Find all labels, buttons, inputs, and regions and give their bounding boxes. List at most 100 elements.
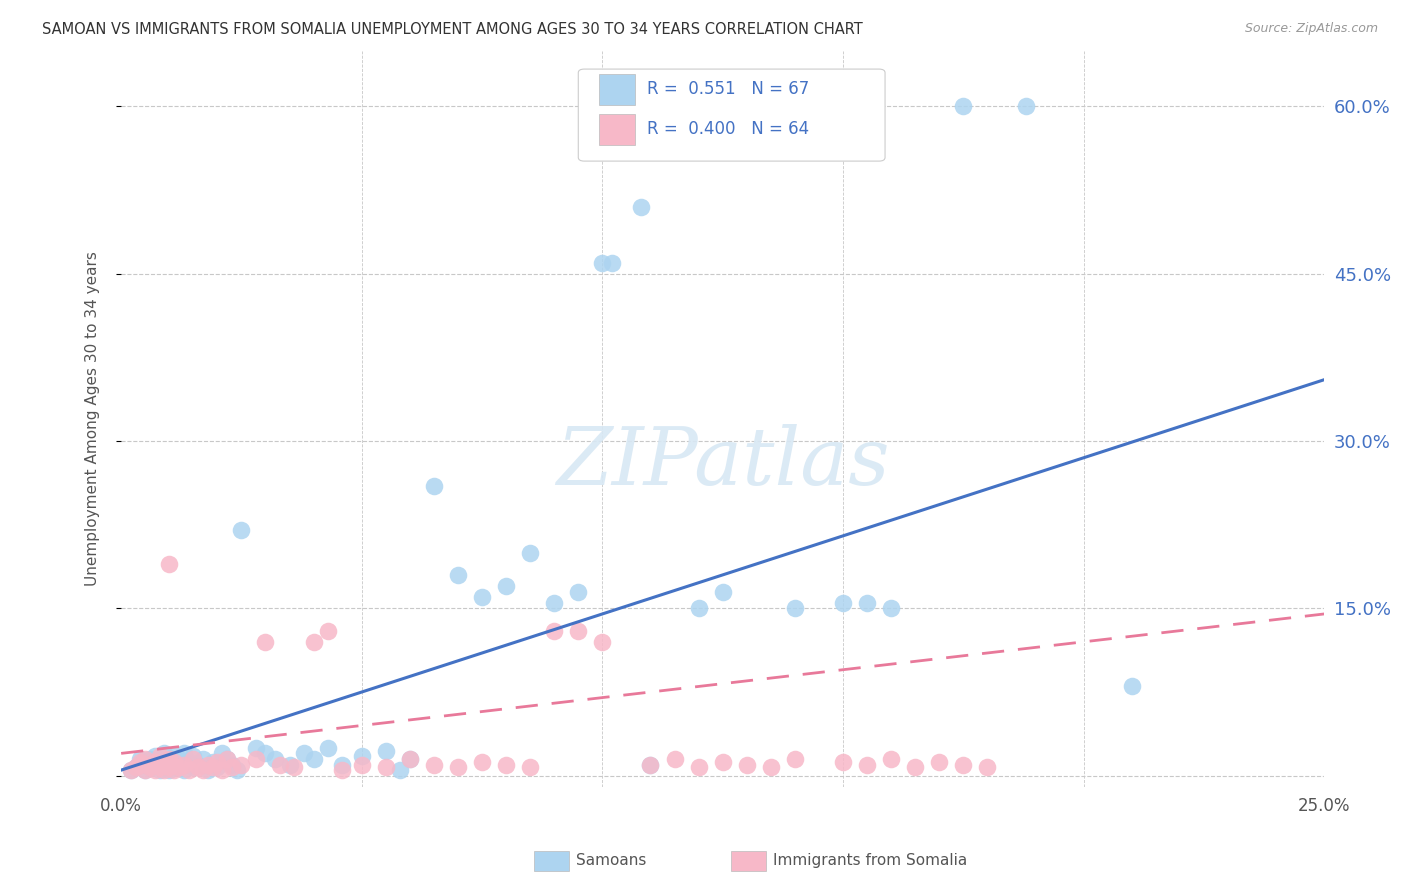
Point bbox=[157, 760, 180, 774]
Point bbox=[167, 757, 190, 772]
Point bbox=[302, 635, 325, 649]
Y-axis label: Unemployment Among Ages 30 to 34 years: Unemployment Among Ages 30 to 34 years bbox=[86, 252, 100, 586]
Point bbox=[640, 757, 662, 772]
Point bbox=[181, 748, 204, 763]
Point bbox=[783, 601, 806, 615]
Point bbox=[880, 601, 903, 615]
FancyBboxPatch shape bbox=[578, 69, 884, 161]
Point bbox=[630, 200, 652, 214]
Point bbox=[332, 763, 354, 777]
Point bbox=[181, 760, 204, 774]
Point bbox=[350, 748, 373, 763]
Point bbox=[129, 757, 152, 772]
Point bbox=[254, 635, 277, 649]
Point bbox=[181, 752, 204, 766]
Point bbox=[519, 546, 541, 560]
Point bbox=[832, 756, 855, 770]
Point bbox=[591, 635, 613, 649]
Point bbox=[543, 596, 565, 610]
Point bbox=[495, 579, 517, 593]
Point bbox=[254, 747, 277, 761]
Point bbox=[157, 557, 180, 571]
Point bbox=[976, 760, 998, 774]
Point bbox=[231, 757, 253, 772]
Point bbox=[283, 760, 305, 774]
Text: SAMOAN VS IMMIGRANTS FROM SOMALIA UNEMPLOYMENT AMONG AGES 30 TO 34 YEARS CORRELA: SAMOAN VS IMMIGRANTS FROM SOMALIA UNEMPL… bbox=[42, 22, 863, 37]
Point bbox=[664, 752, 686, 766]
Point bbox=[163, 748, 186, 763]
Point bbox=[640, 757, 662, 772]
Point bbox=[129, 752, 152, 766]
Point bbox=[143, 748, 166, 763]
Point bbox=[245, 740, 267, 755]
Point bbox=[153, 747, 176, 761]
Bar bbox=[599, 74, 636, 105]
Point bbox=[278, 757, 301, 772]
Point bbox=[157, 757, 180, 772]
Point bbox=[374, 744, 396, 758]
Point bbox=[1015, 99, 1038, 113]
Text: R =  0.400   N = 64: R = 0.400 N = 64 bbox=[647, 120, 808, 138]
Point bbox=[191, 752, 214, 766]
Bar bbox=[599, 114, 636, 145]
Point bbox=[591, 255, 613, 269]
Point bbox=[139, 757, 162, 772]
Point bbox=[134, 756, 156, 770]
Point bbox=[153, 757, 176, 772]
Point bbox=[124, 760, 146, 774]
Point bbox=[177, 756, 200, 770]
Point bbox=[211, 747, 233, 761]
Point bbox=[163, 756, 186, 770]
Text: Source: ZipAtlas.com: Source: ZipAtlas.com bbox=[1244, 22, 1378, 36]
Point bbox=[688, 760, 710, 774]
Point bbox=[735, 757, 758, 772]
Point bbox=[197, 757, 219, 772]
Point bbox=[120, 763, 142, 777]
Point bbox=[143, 757, 166, 772]
Point bbox=[139, 760, 162, 774]
Point bbox=[928, 756, 950, 770]
Point bbox=[302, 752, 325, 766]
Point bbox=[143, 756, 166, 770]
Point bbox=[149, 748, 172, 763]
Point bbox=[600, 255, 623, 269]
Point bbox=[149, 763, 172, 777]
Point bbox=[215, 752, 238, 766]
Point bbox=[134, 763, 156, 777]
Point bbox=[143, 763, 166, 777]
Point bbox=[149, 760, 172, 774]
Point bbox=[759, 760, 782, 774]
Point bbox=[904, 760, 927, 774]
Point bbox=[269, 757, 291, 772]
Point bbox=[225, 763, 247, 777]
Point bbox=[201, 760, 224, 774]
Point bbox=[157, 763, 180, 777]
Point bbox=[1121, 680, 1143, 694]
Point bbox=[207, 756, 229, 770]
Point bbox=[264, 752, 287, 766]
Point bbox=[177, 763, 200, 777]
Point bbox=[783, 752, 806, 766]
Point bbox=[567, 624, 589, 638]
Point bbox=[389, 763, 412, 777]
Point bbox=[316, 740, 339, 755]
Point bbox=[471, 591, 494, 605]
Point bbox=[221, 757, 243, 772]
Point bbox=[139, 760, 162, 774]
Point bbox=[191, 763, 214, 777]
Point bbox=[134, 752, 156, 766]
Point bbox=[167, 752, 190, 766]
Point bbox=[173, 757, 195, 772]
Point bbox=[711, 584, 734, 599]
Point bbox=[332, 757, 354, 772]
Point bbox=[316, 624, 339, 638]
Point bbox=[149, 756, 172, 770]
Point bbox=[856, 757, 879, 772]
Point bbox=[856, 596, 879, 610]
Point bbox=[197, 763, 219, 777]
Point bbox=[471, 756, 494, 770]
Point bbox=[221, 760, 243, 774]
Text: Immigrants from Somalia: Immigrants from Somalia bbox=[773, 854, 967, 868]
Text: ZIPatlas: ZIPatlas bbox=[555, 425, 890, 501]
Point bbox=[832, 596, 855, 610]
